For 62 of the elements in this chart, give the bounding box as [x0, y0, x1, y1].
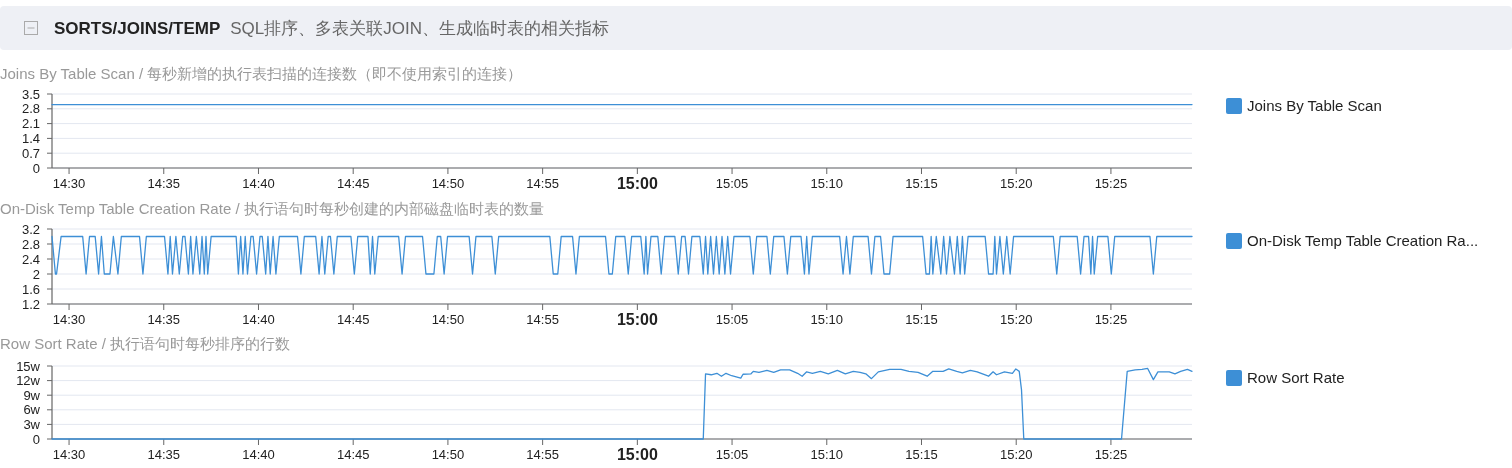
- y-tick-label: 1.6: [21, 281, 40, 297]
- x-tick-label: 15:10: [810, 312, 844, 327]
- x-tick-label: 14:30: [52, 447, 86, 462]
- x-tick-label: 15:00: [616, 311, 658, 328]
- x-tick-label: 15:25: [1094, 447, 1128, 462]
- legend-label: On-Disk Temp Table Creation Ra...: [1247, 232, 1479, 249]
- y-tick-label: 6w: [23, 402, 41, 418]
- y-tick-label: 2.4: [21, 251, 40, 267]
- x-tick-label: 15:05: [715, 447, 749, 462]
- x-tick-label: 14:30: [52, 176, 86, 191]
- legend-label: Row Sort Rate: [1247, 369, 1345, 386]
- y-tick-label: 15w: [16, 358, 41, 374]
- text: SQL排序、多表关联JOIN、生成临时表的相关指标: [230, 19, 609, 38]
- y-tick-label: 3w: [23, 416, 41, 432]
- x-tick-label: 14:40: [242, 447, 275, 462]
- x-tick-label: 15:15: [905, 447, 938, 462]
- y-tick-label: 1.2: [21, 296, 40, 312]
- y-tick-label: 2: [32, 266, 40, 282]
- y-tick-label: 2.1: [21, 116, 40, 132]
- x-tick-label: 14:30: [52, 312, 86, 327]
- y-tick-label: 2.8: [21, 236, 40, 252]
- x-tick-label: 14:50: [431, 312, 465, 327]
- x-tick-label: 15:20: [999, 312, 1033, 327]
- chart-title: On-Disk Temp Table Creation Rate / 执行语句时每秒创建的内部磁盘临时表的数量: [0, 200, 544, 217]
- chart-title: Joins By Table Scan / 每秒新增的执行表扫描的连接数（即不使用索引的连接）: [0, 65, 523, 82]
- x-tick-label: 15:10: [810, 176, 844, 191]
- y-tick-label: 1.4: [21, 130, 40, 146]
- x-tick-label: 15:15: [905, 312, 938, 327]
- y-tick-label: 0: [32, 160, 40, 176]
- x-tick-label: 14:35: [147, 176, 181, 191]
- x-tick-label: 15:10: [810, 447, 844, 462]
- x-tick-label: 14:50: [431, 176, 465, 191]
- x-tick-label: 14:50: [431, 447, 465, 462]
- x-tick-label: 15:00: [616, 446, 658, 463]
- y-tick-label: 3.5: [21, 86, 40, 102]
- y-tick-label: 2.8: [21, 101, 40, 117]
- y-tick-label: 3.2: [21, 221, 40, 237]
- y-tick-label: 0: [32, 431, 40, 447]
- y-tick-label: 0.7: [21, 145, 40, 161]
- x-tick-label: 14:35: [147, 447, 181, 462]
- text: SORTS/JOINS/TEMP: [54, 19, 221, 38]
- x-tick-label: 15:25: [1094, 312, 1128, 327]
- x-tick-label: 14:55: [526, 447, 559, 462]
- x-tick-label: 15:20: [999, 447, 1033, 462]
- y-tick-label: 9w: [23, 387, 41, 403]
- x-tick-label: 15:00: [616, 175, 658, 192]
- x-tick-label: 14:55: [526, 312, 559, 327]
- x-tick-label: 15:05: [715, 176, 749, 191]
- x-tick-label: 14:45: [336, 447, 370, 462]
- x-tick-label: 15:20: [999, 176, 1033, 191]
- x-tick-label: 14:45: [336, 312, 370, 327]
- x-tick-label: 15:05: [715, 312, 749, 327]
- x-tick-label: 15:15: [905, 176, 938, 191]
- x-tick-label: 14:35: [147, 312, 181, 327]
- chart-title: Row Sort Rate / 执行语句时每秒排序的行数: [0, 335, 291, 352]
- x-tick-label: 14:40: [242, 176, 275, 191]
- x-tick-label: 14:55: [526, 176, 559, 191]
- x-tick-label: 14:40: [242, 312, 275, 327]
- x-tick-label: 15:25: [1094, 176, 1128, 191]
- x-tick-label: 14:45: [336, 176, 370, 191]
- legend-label: Joins By Table Scan: [1247, 97, 1382, 114]
- y-tick-label: 12w: [16, 373, 41, 389]
